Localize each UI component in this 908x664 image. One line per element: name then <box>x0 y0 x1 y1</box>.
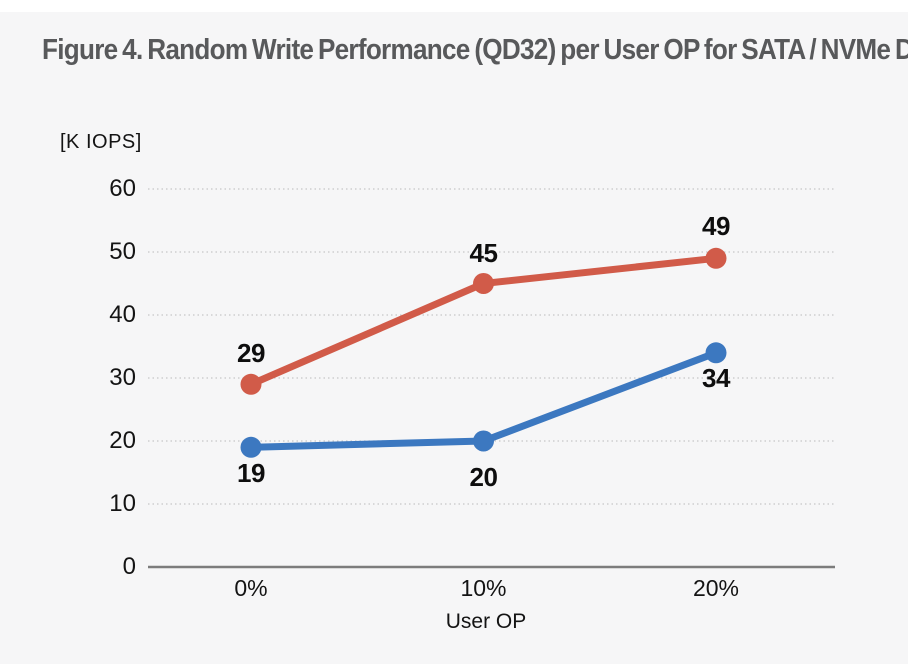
data-label-blue-series: 19 <box>237 458 265 489</box>
data-point-blue-series <box>705 342 727 364</box>
y-tick-label: 20 <box>109 427 136 454</box>
data-label-blue-series: 34 <box>702 362 730 393</box>
data-point-red-series <box>473 273 494 294</box>
y-axis-unit-label: [K IOPS] <box>60 131 142 153</box>
x-tick-label: 20% <box>692 575 740 601</box>
top-strip <box>0 0 908 12</box>
data-label-red-series: 45 <box>469 237 498 268</box>
y-tick-label: 60 <box>109 175 136 202</box>
data-point-blue-series <box>473 430 494 452</box>
data-label-blue-series: 20 <box>469 462 498 492</box>
data-label-red-series: 29 <box>237 338 265 369</box>
y-tick-label: 30 <box>109 364 136 391</box>
data-point-red-series <box>705 247 727 269</box>
data-point-red-series <box>240 373 262 395</box>
data-label-red-series: 49 <box>702 211 730 242</box>
y-tick-label: 40 <box>109 301 136 328</box>
y-tick-label: 50 <box>109 238 136 265</box>
y-tick-label: 0 <box>122 553 136 580</box>
data-point-blue-series <box>240 436 262 458</box>
x-tick-label: 0% <box>234 575 268 601</box>
x-axis-title: User OP <box>445 610 527 633</box>
y-tick-label: 10 <box>109 490 136 517</box>
figure-title: Figure 4. Random Write Performance (QD32… <box>42 34 908 66</box>
x-tick-label: 10% <box>460 575 507 601</box>
